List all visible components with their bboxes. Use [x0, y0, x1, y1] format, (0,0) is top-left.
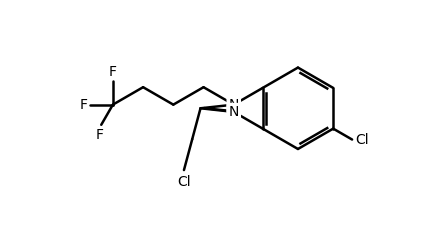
Text: Cl: Cl [356, 132, 369, 146]
Text: N: N [228, 98, 239, 112]
Text: F: F [109, 65, 117, 79]
Text: F: F [96, 128, 104, 142]
Text: F: F [79, 98, 87, 112]
Text: Cl: Cl [177, 175, 191, 189]
Text: N: N [228, 105, 239, 119]
